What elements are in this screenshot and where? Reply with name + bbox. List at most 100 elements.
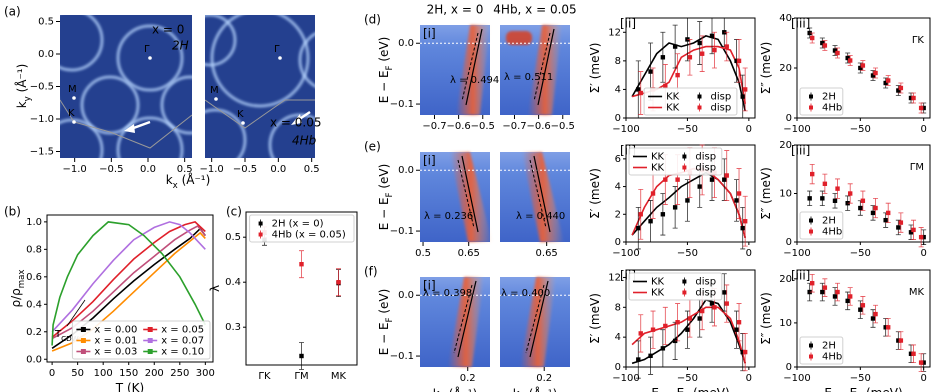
- x-axis-label: T (K): [115, 381, 144, 392]
- marker: [650, 327, 656, 332]
- legend-label: 4Hb: [822, 352, 842, 363]
- text-part: (eV): [377, 164, 391, 193]
- y-tick-label: 0.5: [38, 17, 54, 28]
- legend-label: 2H: [822, 92, 836, 103]
- lambda-label: λ = 0.236: [424, 211, 473, 222]
- marker: [734, 327, 739, 332]
- legend-label: KK: [651, 163, 665, 174]
- marker: [734, 198, 739, 203]
- legend-marker: [809, 105, 813, 110]
- marker: [636, 87, 641, 92]
- lambda-label: λ = 0.400: [501, 288, 550, 299]
- y-tick-label: 8: [615, 56, 621, 67]
- text-part: (meV): [862, 386, 902, 392]
- legend-marker: [258, 232, 263, 237]
- marker: [740, 225, 745, 231]
- legend-marker: [682, 154, 687, 159]
- text-part: E − E: [824, 386, 857, 392]
- legend-marker: [682, 290, 687, 295]
- map-features: [60, 15, 192, 158]
- legend-label: x = 0.03: [94, 347, 137, 358]
- marker: [898, 338, 904, 343]
- y-tick-label: 8: [615, 302, 621, 313]
- y-tick-label: 0.0: [398, 165, 414, 176]
- x-tick-label: −50: [850, 248, 871, 259]
- legend-marker: [697, 94, 702, 99]
- map-annotation: 2H: [172, 39, 189, 53]
- marker: [742, 219, 748, 224]
- marker: [712, 47, 717, 53]
- legend-label: 4Hb: [822, 103, 842, 114]
- marker: [896, 88, 901, 93]
- dispersion-fit: [533, 155, 551, 233]
- marker: [650, 191, 656, 196]
- marker: [918, 360, 924, 365]
- legend-label: disp: [695, 288, 716, 299]
- x-tick-label: −50: [850, 373, 871, 384]
- marker: [807, 30, 812, 36]
- text-part: Σ″ (meV): [759, 42, 773, 95]
- subscript: CDW: [61, 334, 79, 343]
- legend-marker: [809, 343, 813, 348]
- marker: [740, 94, 745, 99]
- legend-label: 4Hb (x = 0.05): [272, 230, 346, 241]
- marker: [675, 177, 680, 182]
- legend-marker: [809, 94, 813, 99]
- marker: [810, 35, 815, 41]
- x-tick-label: 200: [145, 368, 164, 379]
- marker: [638, 90, 643, 96]
- brillouin-zone: [60, 99, 192, 149]
- series-line: [51, 224, 206, 340]
- marker: [709, 177, 715, 182]
- y-tick-label: 4: [615, 332, 621, 343]
- y-tick-label: −1.0: [30, 114, 54, 125]
- x-tick-label: −1.0: [63, 164, 87, 175]
- k-point: [72, 120, 76, 124]
- legend-label: disp: [695, 277, 716, 288]
- legend-marker: [258, 221, 263, 226]
- marker: [820, 40, 825, 46]
- marker: [886, 210, 891, 216]
- y-tick-label: 0: [786, 362, 792, 373]
- panel-tag: [i]: [423, 279, 436, 293]
- x-tick-label: −100: [783, 124, 810, 135]
- y-axis-label: Σ′ (meV): [588, 168, 602, 219]
- text-part: (Å⁻¹): [525, 386, 558, 392]
- marker: [687, 316, 693, 321]
- x-tick-label: −50: [677, 124, 698, 135]
- x-tick-label: ΓK: [258, 371, 271, 382]
- brillouin-zone: [205, 99, 315, 129]
- y-tick-label: 6: [615, 154, 621, 165]
- panel-label: MK: [909, 287, 925, 298]
- marker: [848, 191, 853, 196]
- y-axis-label: λ: [208, 285, 222, 292]
- text-part: T: [54, 329, 62, 340]
- y-axis-label: ρ/ρmax: [9, 269, 27, 307]
- dispersion-fit: [537, 28, 555, 106]
- text-part: λ: [208, 285, 222, 292]
- legend-label: x = 0.01: [94, 336, 137, 347]
- marker: [722, 177, 727, 182]
- legend-marker: [809, 354, 813, 359]
- marker: [860, 63, 866, 68]
- text-part: (K): [123, 381, 144, 392]
- marker: [724, 301, 729, 306]
- panel-tag: [iii]: [791, 269, 810, 283]
- x-tick-label: 0: [746, 248, 752, 259]
- y-tick-label: 20: [779, 274, 792, 285]
- marker: [911, 351, 916, 356]
- text-part: (eV): [377, 289, 391, 318]
- legend-label: 2H: [822, 216, 836, 227]
- x-axis-label: kx (Å⁻¹): [513, 386, 558, 392]
- y-tick-label: 4: [615, 182, 621, 193]
- lambda-label: λ = 0.440: [516, 211, 565, 222]
- dispersion-fit: [465, 28, 483, 106]
- y-tick-label: 0: [786, 237, 792, 248]
- y-tick-label: 20: [779, 140, 792, 151]
- y-axis-label: E − EF (eV): [377, 37, 395, 104]
- legend-label: KK: [651, 152, 665, 163]
- marker: [832, 294, 838, 299]
- x-axis-label: E − EF (meV): [824, 386, 902, 392]
- map-annotation: 4Hb: [292, 134, 317, 148]
- text-part: (eV): [377, 37, 391, 66]
